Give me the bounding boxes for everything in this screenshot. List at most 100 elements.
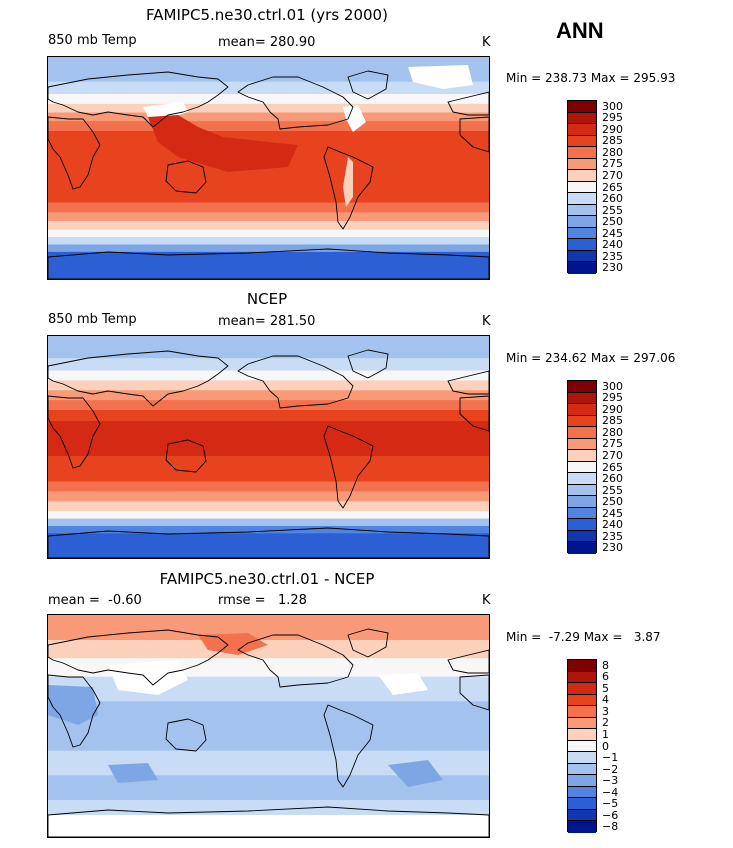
field-patch [388, 760, 443, 787]
colorbar-swatch [568, 124, 596, 136]
panel-title: NCEP [246, 290, 288, 308]
colorbar-swatch [568, 461, 596, 474]
contour-band [48, 244, 489, 253]
field-patch [48, 685, 98, 725]
field-patch [48, 421, 489, 456]
field-patch [408, 65, 473, 89]
colorbar-swatch [568, 740, 596, 753]
coastline [48, 527, 489, 558]
contour-band [48, 81, 489, 95]
colorbar-swatch [568, 216, 596, 228]
colorbar-tick-label: 6 [602, 670, 609, 684]
colorbar-tick-label: 270 [602, 168, 623, 182]
colorbar-tick-label: 265 [602, 460, 623, 474]
coastline [48, 248, 489, 279]
coastline [48, 674, 101, 748]
mean-value: 280.90 [269, 35, 316, 50]
colorbar-swatch [568, 706, 596, 718]
contour-band [48, 229, 489, 238]
colorbar-tick-label: 250 [602, 215, 623, 229]
min-max-text: Min = 238.73 Max = 295.93 [506, 71, 676, 85]
contour-band [48, 112, 489, 122]
contour-band [48, 501, 489, 512]
contour-band [48, 800, 489, 819]
field-patch [378, 673, 428, 695]
coastline [347, 349, 389, 379]
colorbar-swatch [568, 392, 596, 405]
colorbar-swatch [568, 542, 596, 554]
colorbar-tick-label: 230 [602, 261, 623, 275]
mean-value: 281.50 [269, 314, 316, 329]
coastline [323, 425, 374, 509]
colorbar-tick-label: 285 [602, 414, 623, 428]
contour-band [48, 202, 489, 213]
min-value: -7.29 [548, 630, 580, 644]
difference-map [47, 614, 490, 838]
colorbar-swatch [568, 484, 596, 497]
colorbar-swatch [568, 694, 596, 707]
colorbar [567, 380, 597, 554]
colorbar-tick-label: 280 [602, 145, 623, 159]
colorbar-tick-label: 2 [602, 716, 609, 730]
coastline [447, 649, 489, 674]
colorbar-swatch [568, 660, 596, 672]
colorbar-swatch [568, 227, 596, 240]
colorbar-tick-label: 235 [602, 249, 623, 263]
colorbar-tick-label: 255 [602, 483, 623, 497]
colorbar-swatch [568, 530, 596, 543]
contour-band [48, 336, 489, 359]
coastline [165, 718, 207, 752]
coastline [165, 439, 207, 473]
colorbar-tick-label: 3 [602, 704, 609, 718]
colorbar-swatch [568, 193, 596, 205]
colorbar-tick-label: −3 [602, 774, 619, 788]
temperature-map-obs [47, 335, 490, 559]
colorbar-tick-label: −1 [602, 751, 619, 765]
colorbar-tick-label: 295 [602, 111, 623, 125]
coastline [48, 629, 229, 686]
temperature-map-model [47, 56, 490, 280]
colorbar-tick-label: 285 [602, 134, 623, 148]
colorbar-tick-label: 290 [602, 402, 623, 416]
panel-title: FAMIPC5.ne30.ctrl.01 (yrs 2000) [146, 6, 388, 24]
field-patch [343, 157, 353, 207]
colorbar-tick-label: 240 [602, 518, 623, 532]
field-patch [143, 102, 188, 119]
contour-band [48, 491, 489, 502]
colorbar-swatch [568, 112, 596, 125]
colorbar-tick-label: −8 [602, 820, 619, 834]
coastline [459, 116, 489, 153]
colorbar-swatch [568, 473, 596, 485]
colorbar-swatch [568, 262, 596, 274]
mean-label: mean= 281.50 [218, 314, 316, 329]
field-patch [108, 660, 188, 695]
colorbar-swatch [568, 809, 596, 822]
min-value: 234.62 [545, 351, 587, 365]
units-label: K [482, 314, 491, 329]
colorbar-tick-label: 255 [602, 203, 623, 217]
variable-label: 850 mb Temp [48, 312, 137, 327]
contour-band [48, 701, 489, 752]
field-patch [48, 615, 489, 640]
field-patch [48, 536, 489, 558]
colorbar-swatch [568, 821, 596, 833]
colorbar-tick-label: 275 [602, 157, 623, 171]
units-label: K [482, 35, 491, 50]
contour-band [48, 221, 489, 231]
colorbar-tick-label: 300 [602, 99, 623, 113]
contour-band [48, 481, 489, 492]
mean-label: mean= 280.90 [218, 35, 316, 50]
coastline [459, 674, 489, 711]
colorbar-tick-label: 260 [602, 472, 623, 486]
colorbar-tick-label: 245 [602, 506, 623, 520]
colorbar [567, 659, 597, 833]
colorbar-swatch [568, 763, 596, 776]
panel-title: FAMIPC5.ne30.ctrl.01 - NCEP [159, 570, 375, 588]
colorbar-swatch [568, 496, 596, 508]
max-value: 295.93 [633, 71, 676, 85]
colorbar-swatch [568, 519, 596, 531]
min-max-text: Min = -7.29 Max = 3.87 [506, 630, 661, 644]
contour-band [48, 370, 489, 381]
contour-band [48, 237, 489, 245]
max-value: 3.87 [633, 630, 661, 644]
